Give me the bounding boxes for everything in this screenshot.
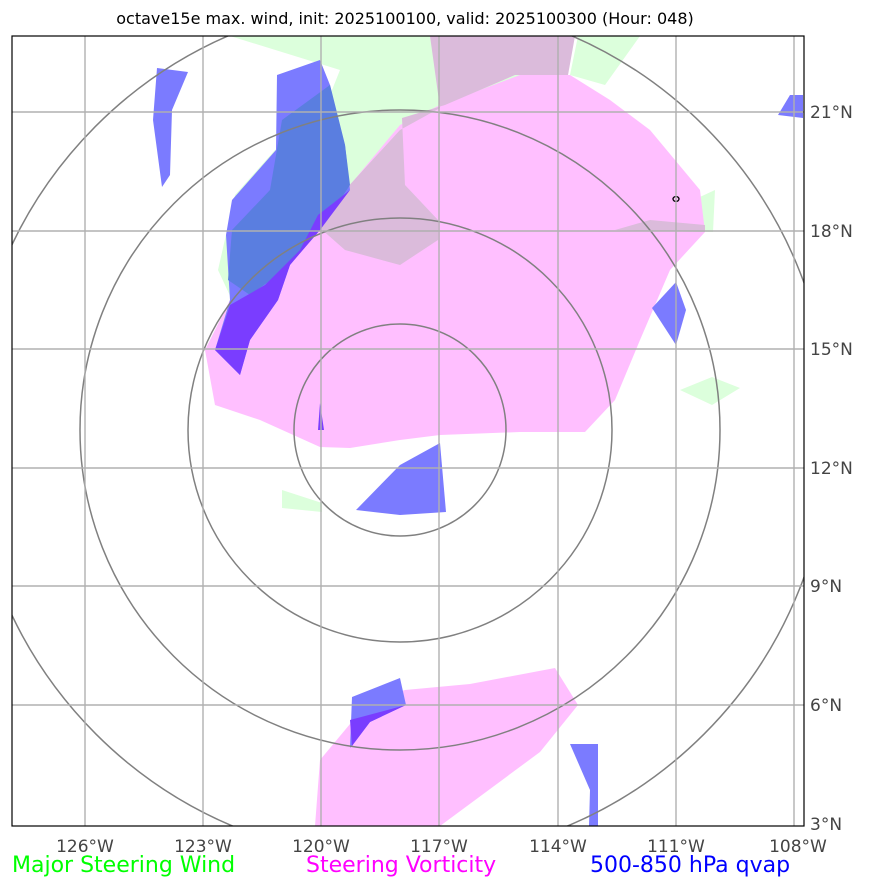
lon-label: 117°W: [410, 837, 468, 857]
lat-label: 9°N: [810, 577, 842, 597]
longitude-labels: 126°W 123°W 120°W 117°W 114°W 111°W 108°…: [56, 837, 827, 857]
qvap-band-overlap: [228, 85, 350, 295]
legend-wind: Major Steering Wind: [12, 853, 236, 878]
map-frame: [11, 35, 805, 827]
qvap-band-dark: [215, 190, 350, 375]
legend-qvap: 500-850 hPa qvap: [590, 853, 791, 878]
wind-area-southwest: [282, 490, 322, 512]
lat-label: 12°N: [810, 459, 853, 479]
qvap-area-south-dark: [350, 705, 406, 746]
lat-label: 6°N: [810, 696, 842, 716]
lat-label: 3°N: [810, 815, 842, 835]
range-ring-3: [79, 109, 721, 751]
range-ring-1: [293, 323, 507, 537]
lon-label: 108°W: [769, 837, 827, 857]
vorticity-area-main: [205, 75, 705, 448]
legend-vorticity: Steering Vorticity: [306, 853, 497, 878]
qvap-area-south-center: [356, 443, 446, 515]
qvap-area-northeast: [778, 95, 803, 118]
lat-label: 21°N: [810, 103, 853, 123]
lon-label: 123°W: [174, 837, 232, 857]
qvap-area-east: [652, 282, 686, 345]
wind-contour-edge: [714, 36, 721, 37]
range-rings: [12, 36, 804, 826]
plot-title: octave15e max. wind, init: 2025100100, v…: [116, 9, 694, 28]
map-area: [12, 36, 804, 826]
lat-label: 15°N: [810, 340, 853, 360]
range-ring-2: [187, 217, 613, 643]
lon-label: 111°W: [647, 837, 705, 857]
lon-label: 114°W: [529, 837, 587, 857]
wind-vorticity-overlap-east: [615, 220, 705, 232]
wind-vorticity-overlap: [320, 36, 575, 265]
qvap-area-southeast: [570, 744, 598, 826]
wind-area-east-small: [680, 377, 740, 405]
lon-label: 120°W: [292, 837, 350, 857]
qvap-area-northwest-strip: [153, 68, 188, 187]
gridlines: [12, 36, 804, 826]
latitude-labels: 21°N 18°N 15°N 12°N 9°N 6°N 3°N: [810, 103, 853, 835]
lon-label: 126°W: [56, 837, 114, 857]
lat-label: 18°N: [810, 222, 853, 242]
